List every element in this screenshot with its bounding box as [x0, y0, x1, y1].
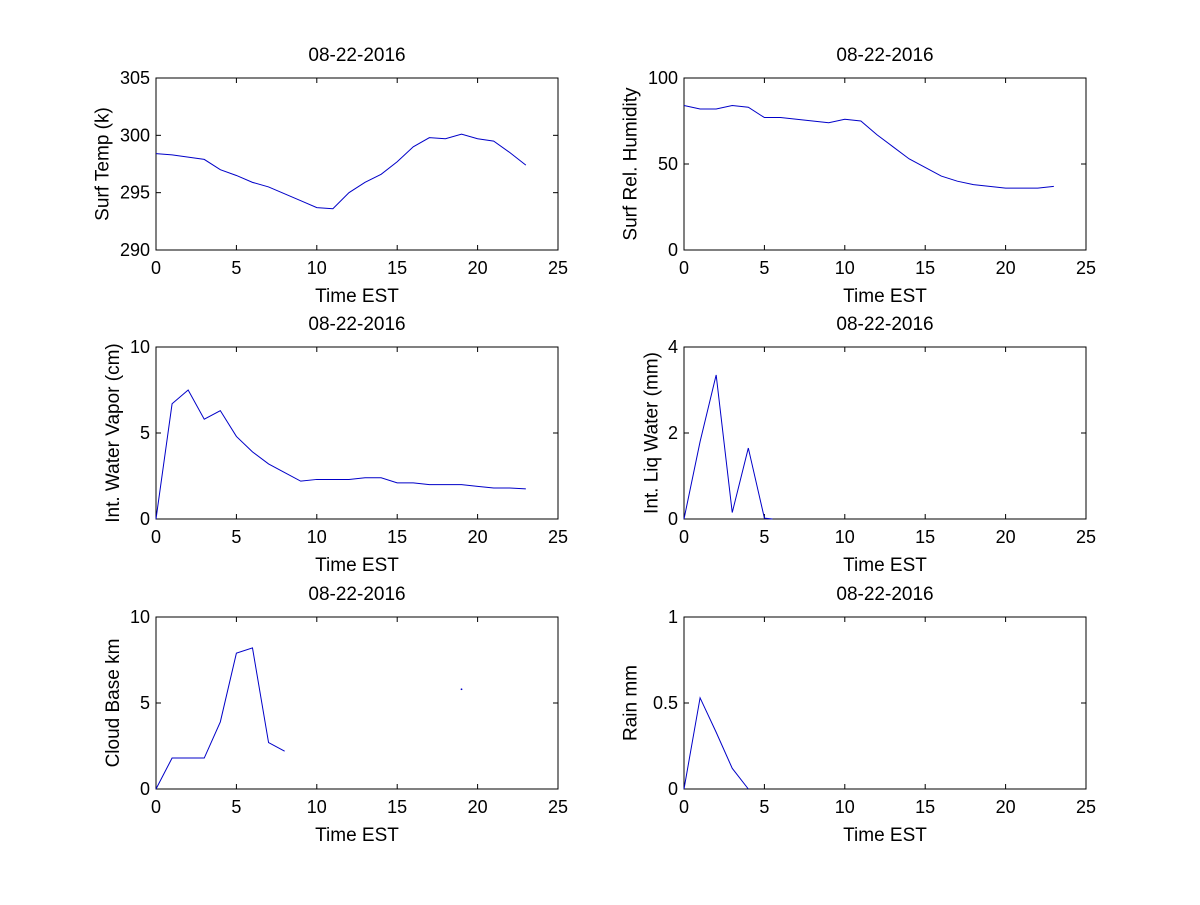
series-point	[460, 688, 463, 691]
y-tick-label: 100	[648, 68, 678, 88]
x-tick-label: 5	[231, 258, 241, 278]
x-tick-label: 15	[915, 797, 935, 817]
x-tick-label: 10	[835, 258, 855, 278]
x-axis-label: Time EST	[843, 286, 927, 307]
series-line	[683, 696, 749, 790]
x-tick-label: 10	[307, 797, 327, 817]
x-tick-label: 15	[387, 527, 407, 547]
x-tick-label: 20	[996, 797, 1016, 817]
y-tick-label: 0	[140, 509, 150, 529]
x-tick-label: 25	[548, 258, 568, 278]
y-tick-label: 0	[668, 509, 678, 529]
x-tick-label: 0	[151, 527, 161, 547]
x-axis-label: Time EST	[843, 825, 927, 846]
subplot-4: 0 5 10 15 20 25 0 2 4 08-22-2016 Time EST Int. Liq …	[642, 314, 1097, 576]
series-line	[683, 374, 773, 520]
x-tick-label: 15	[915, 527, 935, 547]
subplot-6: 0 5 10 15 20 25 0 0.5 1 08-22-2016 Time EST Rain mm	[621, 584, 1097, 846]
x-tick-label: 5	[759, 258, 769, 278]
x-tick-label: 20	[996, 527, 1016, 547]
x-tick-label: 0	[679, 527, 689, 547]
x-tick-label: 25	[1076, 527, 1096, 547]
subplot-1: 0 5 10 15 20 25 290 295 300 305 08-22-2016 Time EST…	[93, 45, 569, 307]
x-tick-label: 0	[679, 797, 689, 817]
subplot-title: 08-22-2016	[308, 314, 405, 335]
subplot-title: 08-22-2016	[836, 314, 933, 335]
x-tick-label: 20	[996, 258, 1016, 278]
x-tick-label: 25	[548, 527, 568, 547]
subplot-title: 08-22-2016	[836, 584, 933, 605]
y-axis-label: Int. Water Vapor (cm)	[103, 343, 124, 522]
y-tick-label: 0.5	[653, 693, 678, 713]
y-tick-label: 10	[130, 607, 150, 627]
x-tick-label: 25	[548, 797, 568, 817]
x-tick-label: 0	[151, 258, 161, 278]
axes-frame	[683, 77, 1087, 251]
series-line	[683, 105, 1054, 189]
subplot-title: 08-22-2016	[308, 584, 405, 605]
x-tick-label: 20	[468, 258, 488, 278]
axes-frame	[683, 616, 1087, 790]
x-tick-label: 25	[1076, 797, 1096, 817]
subplot-2: 0 5 10 15 20 25 0 50 100 08-22-2016 Time EST Surf R…	[621, 45, 1097, 307]
x-tick-label: 5	[759, 797, 769, 817]
subplot-3: 0 5 10 15 20 25 0 5 10 08-22-2016 Time EST Int. Wat…	[103, 314, 568, 576]
x-axis-label: Time EST	[315, 555, 399, 576]
x-tick-label: 0	[151, 797, 161, 817]
y-tick-label: 0	[668, 240, 678, 260]
y-axis-label: Surf Temp (k)	[93, 107, 114, 221]
x-axis-label: Time EST	[843, 555, 927, 576]
y-tick-label: 1	[668, 607, 678, 627]
y-tick-label: 4	[668, 337, 678, 357]
x-tick-label: 10	[835, 797, 855, 817]
y-tick-label: 290	[120, 240, 150, 260]
y-tick-label: 300	[120, 125, 150, 145]
y-axis-label: Cloud Base km	[103, 639, 124, 768]
y-tick-label: 5	[140, 693, 150, 713]
y-tick-label: 5	[140, 423, 150, 443]
y-tick-label: 0	[668, 779, 678, 799]
axes-frame	[683, 346, 1087, 520]
x-axis-label: Time EST	[315, 286, 399, 307]
x-axis-label: Time EST	[315, 825, 399, 846]
axes-frame	[155, 77, 559, 251]
y-tick-label: 10	[130, 337, 150, 357]
y-axis-label: Surf Rel. Humidity	[621, 87, 642, 241]
x-tick-label: 10	[307, 258, 327, 278]
y-tick-label: 305	[120, 68, 150, 88]
y-axis-label: Int. Liq Water (mm)	[642, 352, 663, 514]
x-tick-label: 5	[231, 797, 241, 817]
x-tick-label: 20	[468, 797, 488, 817]
x-tick-label: 20	[468, 527, 488, 547]
y-axis-label: Rain mm	[621, 665, 642, 741]
x-tick-label: 10	[835, 527, 855, 547]
x-tick-label: 25	[1076, 258, 1096, 278]
x-tick-label: 0	[679, 258, 689, 278]
x-tick-label: 15	[387, 258, 407, 278]
x-tick-label: 5	[231, 527, 241, 547]
subplot-title: 08-22-2016	[836, 45, 933, 66]
y-tick-label: 2	[668, 423, 678, 443]
series-line	[155, 647, 285, 790]
series-line	[155, 389, 526, 520]
axes-frame	[155, 616, 559, 790]
y-tick-label: 295	[120, 183, 150, 203]
axes-frame	[155, 346, 559, 520]
x-tick-label: 10	[307, 527, 327, 547]
series-line	[155, 133, 527, 210]
y-tick-label: 50	[658, 154, 678, 174]
x-tick-label: 15	[915, 258, 935, 278]
x-tick-label: 5	[759, 527, 769, 547]
subplot-title: 08-22-2016	[308, 45, 405, 66]
subplot-5: 0 5 10 15 20 25 0 5 10 08-22-2016 Time EST Cloud Ba…	[103, 584, 568, 846]
y-tick-label: 0	[140, 779, 150, 799]
x-tick-label: 15	[387, 797, 407, 817]
